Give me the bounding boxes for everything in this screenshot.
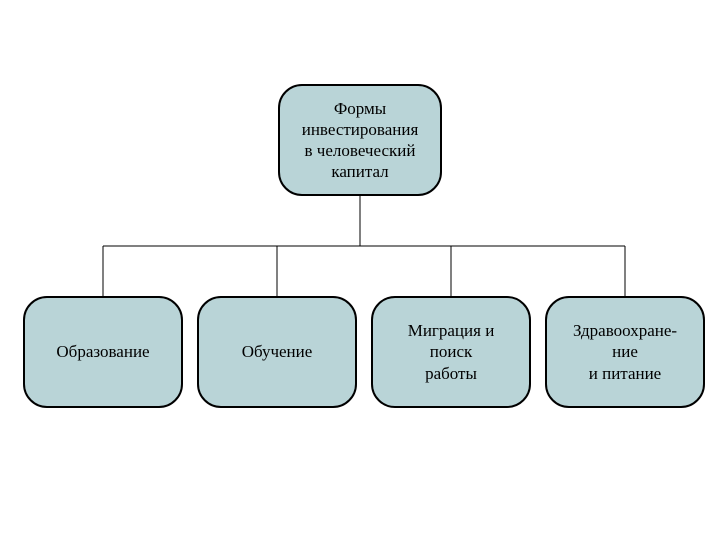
child-node-0-label: Образование <box>56 341 149 362</box>
child-node-1: Обучение <box>197 296 357 408</box>
connector-lines <box>0 0 720 540</box>
root-node: Формыинвестированияв человеческийкапитал <box>278 84 442 196</box>
child-node-2-label: Миграция ипоискработы <box>408 320 495 384</box>
diagram-canvas: Формыинвестированияв человеческийкапитал… <box>0 0 720 540</box>
child-node-3: Здравоохране-ниеи питание <box>545 296 705 408</box>
child-node-0: Образование <box>23 296 183 408</box>
root-node-label: Формыинвестированияв человеческийкапитал <box>302 98 419 183</box>
child-node-3-label: Здравоохране-ниеи питание <box>573 320 677 384</box>
child-node-1-label: Обучение <box>242 341 313 362</box>
child-node-2: Миграция ипоискработы <box>371 296 531 408</box>
